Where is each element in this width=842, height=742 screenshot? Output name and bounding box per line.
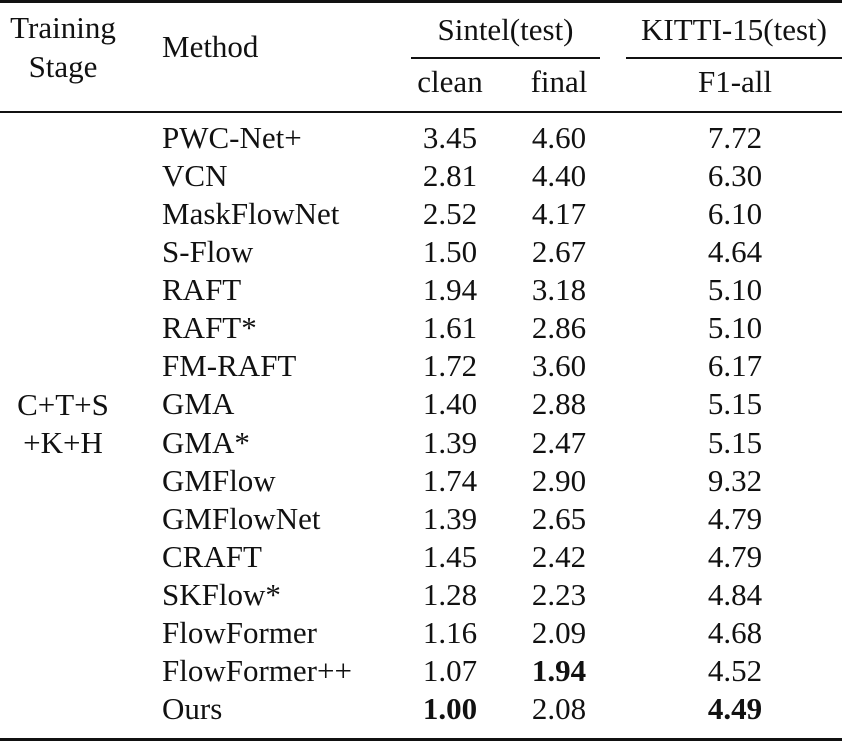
cell-clean: 1.28 [422, 576, 478, 612]
cell-f1: 4.79 [707, 538, 763, 574]
cell-final: 2.47 [531, 424, 587, 460]
cell-final: 2.65 [531, 500, 587, 536]
stage-label-line1: C+T+S [17, 387, 109, 422]
header-clean: clean [417, 64, 483, 99]
header-bottom-rule [0, 111, 842, 113]
cell-method: MaskFlowNet [162, 196, 340, 232]
cell-clean: 1.40 [422, 386, 478, 422]
cell-f1: 4.64 [707, 234, 763, 270]
cell-f1: 5.10 [707, 272, 763, 308]
cell-clean: 1.61 [422, 310, 478, 346]
cell-f1: 9.32 [707, 462, 763, 498]
cell-f1: 6.10 [707, 196, 763, 232]
cell-f1: 5.10 [707, 310, 763, 346]
cell-method: CRAFT [162, 538, 262, 574]
cell-method: VCN [162, 158, 228, 194]
cell-final: 2.23 [531, 576, 587, 612]
cell-clean: 1.72 [422, 348, 478, 384]
cell-method: RAFT [162, 272, 242, 308]
cell-final: 3.18 [531, 272, 587, 308]
cell-method: RAFT* [162, 310, 257, 346]
header-training-stage-line2: Stage [28, 49, 98, 84]
cell-clean: 1.45 [422, 538, 478, 574]
cell-final: 4.60 [531, 120, 587, 155]
header-method: Method [162, 29, 259, 64]
cell-clean: 1.50 [422, 234, 478, 270]
cell-final: 4.40 [531, 158, 587, 194]
cell-method: FlowFormer++ [162, 652, 352, 688]
cell-method: GMA [162, 386, 235, 422]
cell-final: 2.67 [531, 234, 587, 270]
cell-final: 2.09 [531, 614, 587, 650]
top-rule [0, 0, 842, 3]
cell-final: 2.88 [531, 386, 587, 422]
cell-f1: 5.15 [707, 386, 763, 422]
cell-clean: 1.39 [422, 424, 478, 460]
cell-f1: 6.30 [707, 158, 763, 194]
cell-clean: 3.45 [422, 120, 478, 155]
cell-method: Ours [162, 691, 223, 727]
cell-clean: 1.16 [422, 614, 478, 650]
cell-clean: 1.07 [422, 652, 478, 688]
cell-final: 2.86 [531, 310, 587, 346]
cell-clean: 1.39 [422, 500, 478, 536]
cell-method: FlowFormer [162, 614, 317, 650]
cell-final: 3.60 [531, 348, 587, 384]
cell-f1: 5.15 [707, 424, 763, 460]
cell-method: S-Flow [162, 234, 254, 270]
cell-f1: 4.49 [707, 691, 763, 727]
cell-clean: 1.00 [422, 691, 478, 727]
bottom-rule [0, 738, 842, 741]
cell-method: PWC-Net+ [162, 120, 302, 155]
cell-final: 2.42 [531, 538, 587, 574]
cell-f1: 6.17 [707, 348, 763, 384]
cell-final: 4.17 [531, 196, 587, 232]
cell-method: SKFlow* [162, 576, 281, 612]
cell-method: GMFlowNet [162, 500, 321, 536]
cell-f1: 7.72 [707, 120, 763, 155]
cell-method: FM-RAFT [162, 348, 297, 384]
sintel-underline [411, 57, 600, 59]
cell-f1: 4.68 [707, 614, 763, 650]
kitti-underline [626, 57, 842, 59]
header-training-stage-line1: Training [10, 10, 116, 45]
stage-label-line2: +K+H [23, 425, 103, 460]
cell-f1: 4.79 [707, 500, 763, 536]
header-final: final [530, 64, 588, 99]
cell-f1: 4.84 [707, 576, 763, 612]
cell-final: 2.08 [531, 691, 587, 727]
cell-clean: 2.81 [422, 158, 478, 194]
cell-f1: 4.52 [707, 652, 763, 688]
header-kitti: KITTI-15(test) [641, 12, 827, 47]
cell-clean: 1.94 [422, 272, 478, 308]
cell-method: GMFlow [162, 462, 276, 498]
cell-final: 2.90 [531, 462, 587, 498]
cell-final: 1.94 [531, 652, 587, 688]
header-f1-all: F1-all [697, 64, 773, 99]
cell-clean: 1.74 [422, 462, 478, 498]
cell-clean: 2.52 [422, 196, 478, 232]
header-sintel: Sintel(test) [437, 12, 574, 47]
cell-method: GMA* [162, 424, 250, 460]
